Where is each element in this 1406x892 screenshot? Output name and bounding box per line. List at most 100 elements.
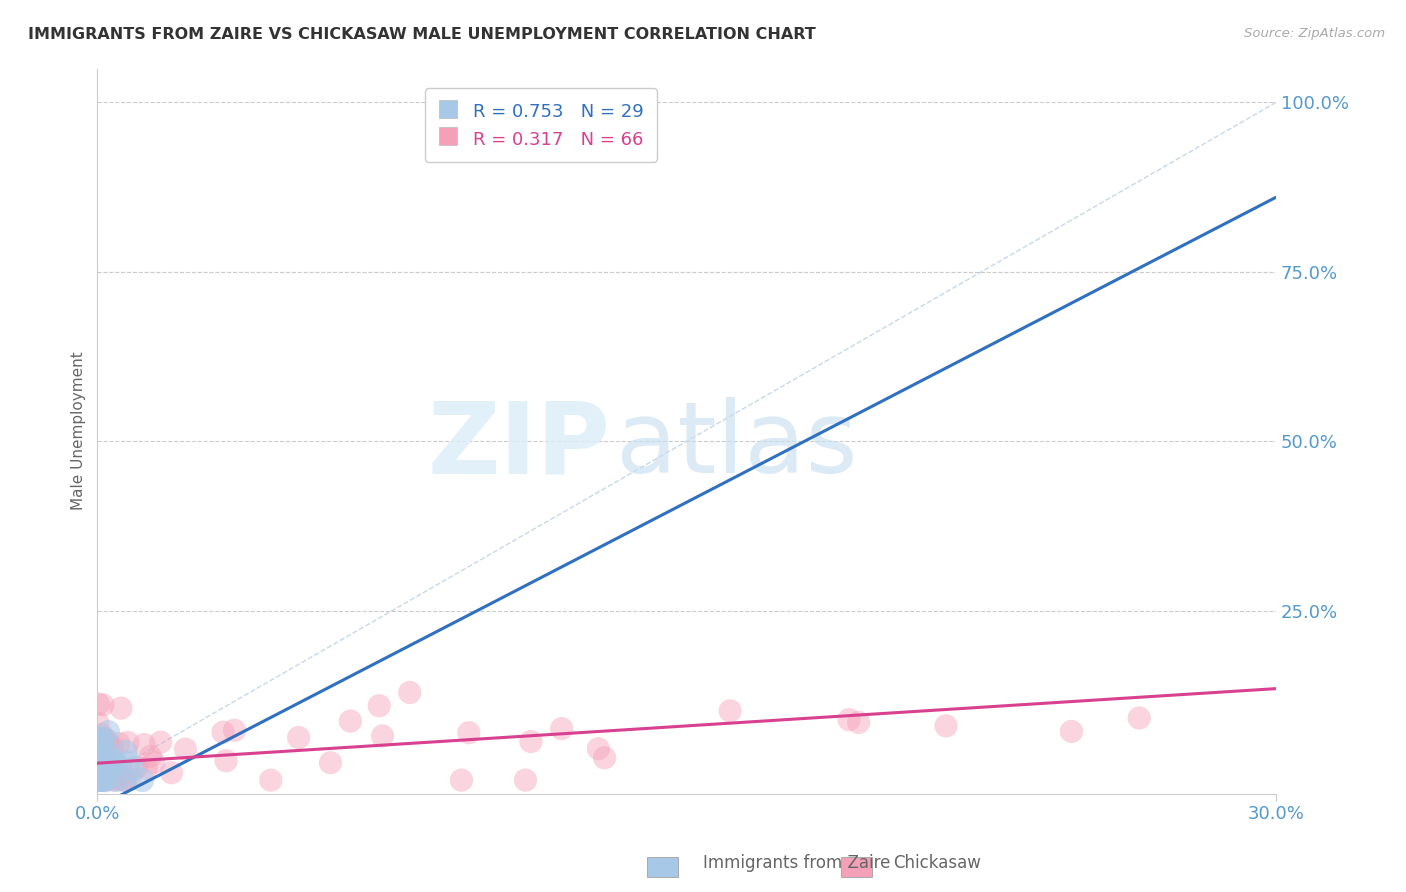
Point	[160, 765, 183, 780]
Point	[97, 725, 120, 739]
Point	[90, 727, 112, 741]
Point	[103, 762, 125, 776]
Point	[87, 773, 110, 788]
Point	[90, 755, 112, 769]
Point	[96, 747, 118, 761]
Point	[114, 773, 136, 788]
Point	[90, 749, 112, 764]
Point	[93, 765, 115, 780]
Point	[371, 729, 394, 743]
Point	[103, 753, 125, 767]
Point	[97, 761, 120, 775]
Point	[105, 772, 128, 787]
Point	[398, 685, 420, 699]
Point	[142, 756, 165, 770]
Point	[87, 716, 110, 731]
Point	[87, 735, 110, 749]
Point	[287, 731, 309, 745]
Point	[212, 725, 235, 739]
Point	[93, 773, 115, 788]
Point	[108, 737, 131, 751]
Point	[368, 698, 391, 713]
Point	[91, 737, 114, 751]
Text: atlas: atlas	[616, 397, 858, 494]
Point	[93, 758, 115, 772]
Point	[1128, 711, 1150, 725]
Text: Immigrants from Zaire: Immigrants from Zaire	[703, 855, 890, 872]
Point	[224, 723, 246, 738]
Point	[117, 735, 139, 749]
Point	[90, 772, 112, 787]
Point	[1060, 724, 1083, 739]
Point	[593, 751, 616, 765]
Point	[131, 773, 153, 788]
Legend: R = 0.753   N = 29, R = 0.317   N = 66: R = 0.753 N = 29, R = 0.317 N = 66	[425, 88, 657, 161]
Point	[149, 735, 172, 749]
Text: Chickasaw: Chickasaw	[893, 855, 981, 872]
Point	[87, 697, 110, 711]
Point	[520, 734, 543, 748]
Point	[101, 739, 124, 754]
Point	[319, 756, 342, 770]
Point	[112, 773, 135, 788]
Point	[515, 773, 537, 788]
Point	[121, 763, 143, 777]
Point	[87, 736, 110, 750]
Point	[87, 752, 110, 766]
Point	[135, 761, 157, 775]
Point	[110, 701, 132, 715]
Point	[118, 772, 141, 786]
Point	[91, 766, 114, 780]
Text: IMMIGRANTS FROM ZAIRE VS CHICKASAW MALE UNEMPLOYMENT CORRELATION CHART: IMMIGRANTS FROM ZAIRE VS CHICKASAW MALE …	[28, 27, 815, 42]
Point	[110, 760, 132, 774]
Point	[90, 773, 112, 788]
Point	[104, 765, 127, 780]
Point	[339, 714, 361, 728]
Point	[87, 740, 110, 755]
Point	[105, 773, 128, 788]
Point	[935, 719, 957, 733]
Point	[125, 760, 148, 774]
Point	[87, 731, 110, 745]
Point	[848, 715, 870, 730]
Point	[103, 771, 125, 785]
Point	[94, 756, 117, 770]
Point	[87, 764, 110, 779]
Point	[107, 765, 129, 780]
Point	[104, 756, 127, 771]
Point	[91, 698, 114, 712]
Point	[215, 754, 238, 768]
Point	[89, 773, 111, 788]
Point	[174, 742, 197, 756]
Point	[838, 713, 860, 727]
Point	[139, 749, 162, 764]
Point	[93, 772, 115, 787]
Point	[97, 737, 120, 751]
Point	[118, 755, 141, 769]
Point	[87, 731, 110, 745]
Point	[94, 773, 117, 788]
Point	[114, 773, 136, 788]
Point	[100, 762, 122, 776]
Point	[101, 758, 124, 772]
Point	[114, 745, 136, 759]
Point	[96, 732, 118, 747]
Text: Source: ZipAtlas.com: Source: ZipAtlas.com	[1244, 27, 1385, 40]
Point	[93, 742, 115, 756]
Point	[100, 762, 122, 776]
Point	[718, 704, 741, 718]
Point	[260, 773, 283, 788]
Point	[457, 725, 479, 739]
Point	[588, 741, 610, 756]
Point	[96, 764, 118, 779]
Point	[134, 738, 156, 752]
Point	[93, 731, 115, 746]
Point	[101, 773, 124, 788]
Y-axis label: Male Unemployment: Male Unemployment	[72, 351, 86, 510]
Point	[450, 773, 472, 788]
Point	[93, 732, 115, 747]
Text: ZIP: ZIP	[427, 397, 610, 494]
Point	[89, 772, 111, 787]
Point	[94, 750, 117, 764]
Point	[87, 754, 110, 768]
